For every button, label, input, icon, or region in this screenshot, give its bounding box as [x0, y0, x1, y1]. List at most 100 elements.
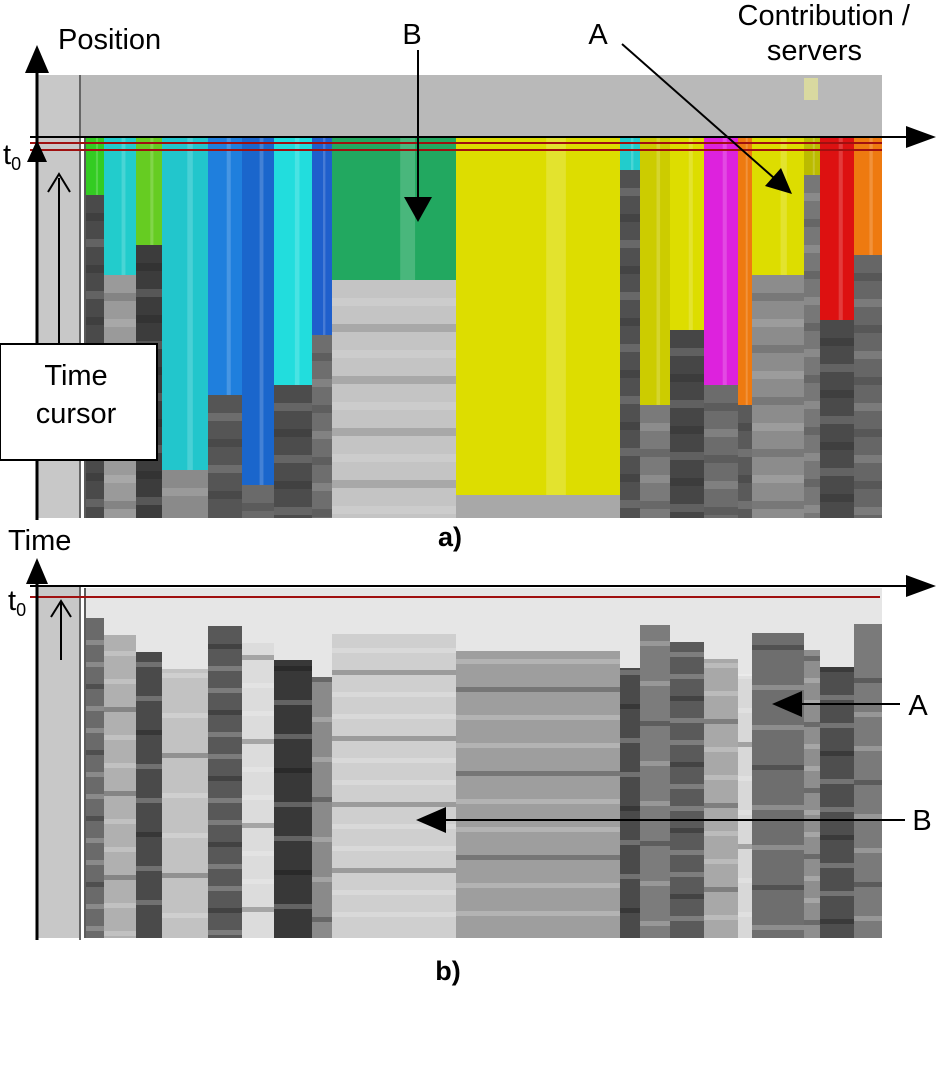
panel-a-marker-a-arrowhead: [765, 168, 792, 194]
panel-b-band: [738, 844, 752, 849]
panel-b-band: [86, 904, 104, 909]
panel-a-step-band: [104, 319, 136, 327]
panel-b-band: [312, 877, 332, 882]
panel-a-gray-column: [854, 255, 882, 518]
panel-b-band: [104, 875, 136, 880]
panel-b-band: [456, 659, 620, 664]
panel-b-band: [670, 894, 704, 899]
panel-b-band: [274, 870, 312, 875]
panel-a-column-shade: [631, 137, 634, 170]
panel-a-step-band: [620, 266, 640, 274]
panel-b-band: [274, 734, 312, 739]
panel-b-band: [752, 805, 804, 810]
panel-b-band: [86, 926, 104, 931]
panel-b-band: [738, 912, 752, 917]
panel-b-band: [704, 803, 738, 808]
panel-b-column-top: [208, 588, 242, 626]
panel-b-band: [104, 819, 136, 824]
panel-a-column-shade: [812, 137, 815, 175]
panel-b-marker-a-arrowhead: [772, 691, 802, 717]
panel-b-band: [670, 696, 704, 701]
panel-b-band: [242, 711, 274, 716]
panel-b-band: [208, 644, 242, 649]
panel-a-step-band: [804, 427, 820, 435]
panel-b-band: [456, 743, 620, 748]
panel-b-band: [312, 677, 332, 682]
panel-b-band: [242, 851, 274, 856]
panel-b-band: [332, 890, 456, 895]
panel-b-band: [804, 876, 820, 881]
panel-b-band: [704, 719, 738, 724]
panel-b-band: [804, 656, 820, 661]
panel-a-colored-column: [208, 137, 242, 395]
panel-b-band: [752, 685, 804, 690]
panel-a-step-band: [86, 317, 104, 325]
panel-a-colored-column: [162, 137, 208, 470]
panel-b-band: [332, 692, 456, 697]
panel-b-column-top: [820, 588, 854, 667]
panel-b-band: [738, 674, 752, 679]
panel-b-gray-column: [620, 588, 640, 938]
panel-a-step-band: [620, 448, 640, 456]
panel-a-step-band: [854, 507, 882, 515]
panel-b-gray-column: [752, 588, 804, 938]
panel-b-band: [312, 797, 332, 802]
panel-b-band: [738, 878, 752, 883]
panel-a-t0-arrowhead: [27, 140, 47, 162]
panel-b-column-top: [456, 588, 620, 651]
panel-b-band: [456, 883, 620, 888]
panel-b-band: [104, 931, 136, 936]
panel-b-band: [208, 886, 242, 891]
panel-b-band: [670, 850, 704, 855]
panel-b-column-top: [804, 588, 820, 650]
panel-b-band: [242, 683, 274, 688]
panel-a-gray-column: [208, 395, 242, 518]
panel-a-step-band: [620, 344, 640, 352]
panel-a-column-shade: [95, 137, 99, 195]
panel-b-gray-column: [208, 588, 242, 938]
panel-b-band: [208, 930, 242, 935]
panel-b-band: [620, 772, 640, 777]
panel-b-band: [136, 662, 162, 667]
panel-a-step-band: [640, 423, 670, 431]
panel-b-band: [804, 744, 820, 749]
panel-a-step-band: [620, 474, 640, 482]
panel-a-step-band: [640, 449, 670, 457]
panel-b-band: [274, 904, 312, 909]
panel-a-gray-column: [820, 320, 854, 518]
panel-b-band: [136, 866, 162, 871]
panel-a-step-band: [670, 400, 704, 408]
panel-b-band: [820, 723, 854, 728]
panel-b-column-top: [332, 588, 456, 634]
panel-a-step-band: [136, 289, 162, 297]
panel-b-band: [104, 651, 136, 656]
panel-b-band: [804, 678, 820, 683]
time-cursor-label-line1: Time: [44, 360, 107, 392]
panel-a-column-shade: [226, 137, 231, 395]
panel-b-band: [854, 780, 882, 785]
panel-a-marker-b: B: [402, 19, 421, 51]
panel-b-column-top: [620, 588, 640, 668]
panel-a-step-band: [620, 500, 640, 508]
panel-a-step-band: [640, 501, 670, 509]
panel-b-band: [456, 911, 620, 916]
panel-b-band: [332, 736, 456, 741]
panel-b-band: [274, 836, 312, 841]
panel-a-column-shade: [838, 137, 843, 320]
panel-a-step-band: [854, 377, 882, 385]
panel-a-gray-column: [704, 385, 738, 518]
panel-b: [30, 586, 882, 940]
panel-b-band: [456, 799, 620, 804]
panel-b-band: [332, 758, 456, 763]
panel-b-band: [752, 645, 804, 650]
panel-b-band: [332, 714, 456, 719]
panel-b-band: [804, 788, 820, 793]
panel-a-step-band: [86, 213, 104, 221]
panel-b-band: [854, 916, 882, 921]
panel-a-colored-column: [332, 137, 456, 280]
panel-a-step-band: [670, 452, 704, 460]
panel-a-column-shade: [722, 137, 727, 385]
panel-b-band: [332, 780, 456, 785]
panel-a-colored-column: [456, 137, 620, 495]
